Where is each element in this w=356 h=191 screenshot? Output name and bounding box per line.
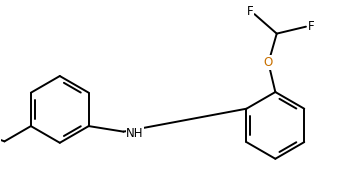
Text: O: O xyxy=(264,56,273,69)
Text: F: F xyxy=(247,5,253,18)
Text: NH: NH xyxy=(126,127,144,140)
Text: F: F xyxy=(308,20,315,33)
